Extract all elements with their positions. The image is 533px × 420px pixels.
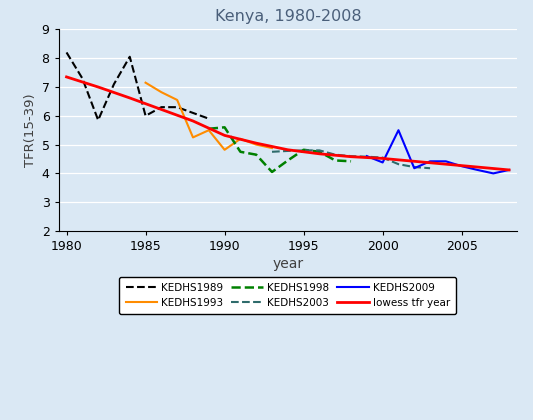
Title: Kenya, 1980-2008: Kenya, 1980-2008 bbox=[214, 9, 361, 24]
X-axis label: year: year bbox=[272, 257, 303, 271]
Y-axis label: TFR(15-39): TFR(15-39) bbox=[25, 93, 37, 167]
Legend: KEDHS1989, KEDHS1993, KEDHS1998, KEDHS2003, KEDHS2009, lowess tfr year: KEDHS1989, KEDHS1993, KEDHS1998, KEDHS20… bbox=[119, 276, 456, 314]
